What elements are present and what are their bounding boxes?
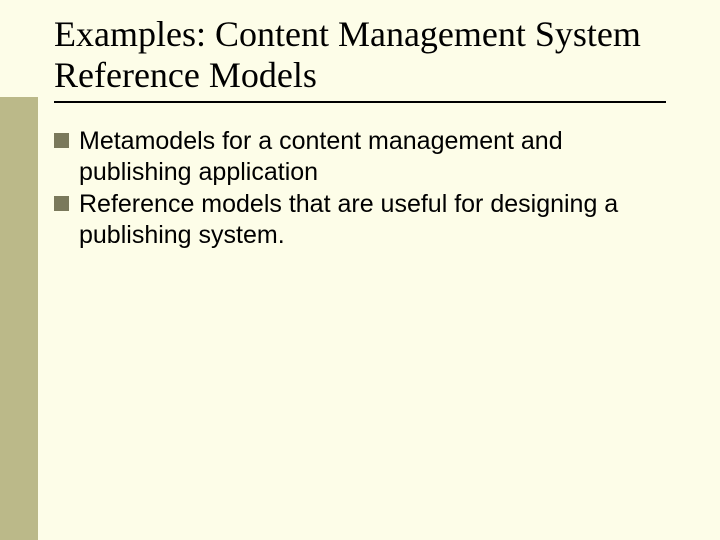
sidebar-accent: [0, 97, 38, 540]
square-bullet-icon: [54, 133, 69, 148]
slide: Examples: Content Management System Refe…: [0, 0, 720, 540]
slide-body: Metamodels for a content management and …: [54, 126, 666, 252]
title-block: Examples: Content Management System Refe…: [54, 14, 666, 103]
bullet-text: Reference models that are useful for des…: [79, 189, 666, 250]
bullet-item: Reference models that are useful for des…: [54, 189, 666, 250]
slide-title: Examples: Content Management System Refe…: [54, 14, 666, 97]
square-bullet-icon: [54, 196, 69, 211]
title-underline: [54, 101, 666, 103]
bullet-text: Metamodels for a content management and …: [79, 126, 666, 187]
bullet-item: Metamodels for a content management and …: [54, 126, 666, 187]
